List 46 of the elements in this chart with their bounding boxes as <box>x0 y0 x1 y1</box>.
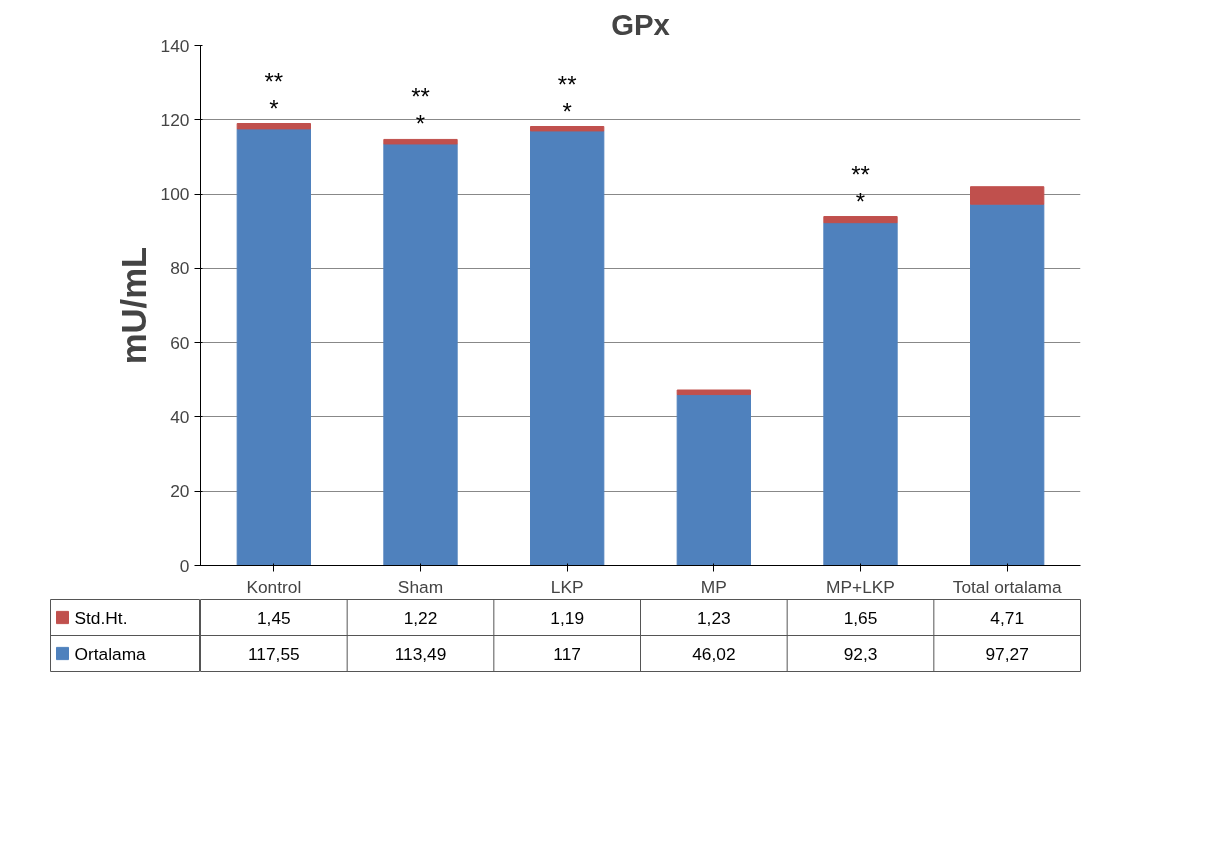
bar <box>970 203 1045 566</box>
x-tick-label: LKP <box>550 576 584 597</box>
x-tick-label: MP+LKP <box>826 576 895 597</box>
bar <box>970 186 1045 205</box>
chart-title: GPx <box>611 7 671 41</box>
bar <box>676 394 751 566</box>
bar <box>530 130 605 566</box>
bar <box>236 123 311 130</box>
annotation: ** * <box>264 67 284 122</box>
data-label: 117 <box>553 643 581 664</box>
annotation: ** * <box>411 83 430 138</box>
y-tick-label: 120 <box>160 109 190 130</box>
data-label: 1,22 <box>403 607 438 628</box>
x-tick-label: Total ortalama <box>952 576 1062 597</box>
bar <box>823 216 898 224</box>
x-tick-label: Kontrol <box>246 576 302 597</box>
legend-label: Ortalama <box>74 643 147 664</box>
legend-label: Std.Ht. <box>74 607 128 628</box>
data-label: 46,02 <box>692 643 736 664</box>
annotation: ** * <box>851 160 870 215</box>
bar <box>676 389 751 396</box>
y-tick-label: 60 <box>170 332 190 353</box>
y-tick-label: 0 <box>179 555 190 576</box>
x-tick-label: MP <box>700 576 727 597</box>
data-label: 1,23 <box>696 607 731 628</box>
bar <box>236 128 311 566</box>
y-tick-label: 140 <box>160 35 190 56</box>
bar <box>383 143 458 566</box>
bar <box>383 138 458 145</box>
y-tick-label: 20 <box>170 481 190 502</box>
data-label: 1,19 <box>550 607 585 628</box>
x-tick-label: Sham <box>397 576 444 597</box>
bar <box>530 126 605 132</box>
data-label: 4,71 <box>990 607 1025 628</box>
data-label: 92,3 <box>843 643 878 664</box>
data-label: 1,45 <box>256 607 291 628</box>
data-label: 113,49 <box>394 643 447 664</box>
data-label: 97,27 <box>985 643 1029 664</box>
y-tick-label: 100 <box>160 184 190 205</box>
data-label: 117,55 <box>247 643 300 664</box>
data-label: 1,65 <box>843 607 878 628</box>
annotation: ** * <box>557 70 577 125</box>
y-axis-title: mU/mL <box>114 246 153 365</box>
bar <box>823 222 898 566</box>
y-tick-label: 40 <box>170 406 190 427</box>
y-tick-label: 80 <box>170 258 190 279</box>
